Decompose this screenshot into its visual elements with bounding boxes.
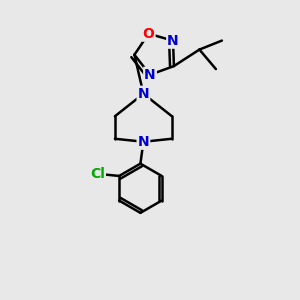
Text: Cl: Cl [90,167,105,182]
Text: N: N [144,68,156,82]
Text: N: N [138,87,149,101]
Text: N: N [167,34,179,48]
Text: N: N [138,135,149,149]
Text: O: O [143,27,154,41]
